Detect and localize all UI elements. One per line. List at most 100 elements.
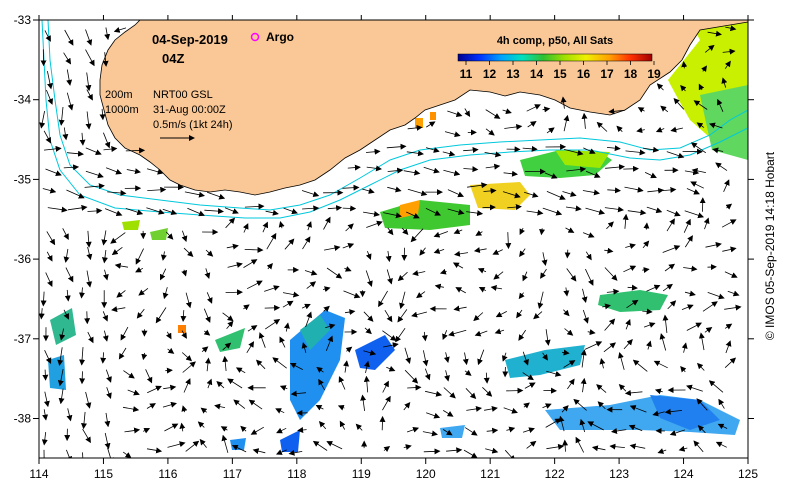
current-vector: [289, 362, 303, 370]
time-label: 04Z: [162, 51, 184, 66]
current-vector: [146, 168, 164, 175]
current-vector: [200, 407, 208, 414]
current-vector: [704, 44, 715, 53]
y-tick-label: -34: [14, 93, 32, 107]
sst-patch-central-yellowgreen: [555, 150, 610, 168]
current-vector: [660, 105, 669, 113]
current-vector: [646, 206, 663, 214]
current-vector: [637, 107, 645, 113]
current-vector: [463, 166, 479, 173]
current-vector: [495, 311, 507, 318]
current-vector: [102, 269, 109, 281]
current-vector: [165, 367, 173, 374]
current-vector: [422, 430, 438, 437]
current-vector: [434, 283, 444, 290]
current-vector: [247, 325, 258, 332]
current-vector: [226, 243, 239, 250]
current-vector: [584, 341, 603, 350]
current-vector: [407, 384, 422, 391]
current-vector: [222, 312, 234, 322]
current-vector: [342, 184, 360, 191]
current-vector: [492, 249, 503, 255]
product-label: NRT00 GSL: [153, 89, 213, 101]
current-vector: [301, 303, 311, 310]
current-vector: [724, 323, 733, 330]
sst-pixel-orange-3: [430, 112, 436, 120]
colorbar-ticks: 11 12 13 14 15 16 17 18 19: [460, 61, 661, 81]
current-vector: [145, 369, 153, 384]
current-vector: [522, 372, 534, 381]
current-vector: [252, 448, 266, 455]
current-vector: [542, 403, 552, 409]
current-vector: [656, 83, 664, 91]
current-vector: [86, 89, 93, 101]
current-vector: [206, 378, 213, 389]
current-vector: [707, 292, 725, 300]
current-vector: [411, 311, 428, 318]
current-vector: [596, 121, 608, 132]
current-vector: [275, 408, 285, 414]
current-vector: [181, 230, 188, 243]
current-vector: [183, 247, 194, 257]
current-vector: [181, 405, 188, 413]
current-vector: [587, 421, 604, 431]
current-vector: [364, 327, 372, 335]
current-vector: [387, 186, 402, 193]
current-vector: [722, 48, 736, 55]
current-vector: [483, 187, 497, 194]
current-vector: [42, 187, 57, 194]
current-vector: [407, 188, 428, 197]
current-vector: [503, 170, 518, 177]
current-vector: [563, 309, 570, 317]
current-vector: [541, 252, 548, 266]
current-vector: [724, 304, 742, 311]
current-vector: [246, 280, 263, 290]
current-vector: [220, 426, 228, 432]
current-vector: [123, 370, 135, 379]
colorbar-tick-label: 11: [460, 67, 473, 81]
current-vector: [283, 322, 290, 332]
current-vector: [693, 100, 708, 110]
x-tick-label: 117: [223, 467, 242, 481]
current-vector: [684, 235, 693, 248]
current-vector: [399, 291, 406, 310]
current-vector: [66, 189, 85, 199]
current-vector: [204, 268, 211, 279]
sst-pixel-orange: [178, 325, 186, 333]
current-vector: [425, 390, 443, 397]
current-vector: [443, 352, 450, 363]
current-vector: [105, 369, 112, 383]
current-vector: [325, 323, 336, 330]
current-vector: [395, 327, 406, 343]
current-vector: [703, 217, 710, 230]
current-vector: [624, 186, 644, 193]
current-vector: [214, 403, 226, 410]
current-vector: [442, 429, 453, 436]
current-vector: [683, 218, 691, 233]
x-tick-label: 118: [287, 467, 306, 481]
current-vector: [504, 449, 516, 458]
current-vector: [718, 398, 725, 409]
current-vector: [122, 451, 132, 458]
current-vector: [724, 271, 738, 278]
current-vector: [250, 426, 264, 435]
current-vector: [464, 427, 478, 436]
current-vector: [618, 383, 627, 392]
current-vector: [666, 151, 685, 159]
x-tick-label: 122: [545, 467, 565, 481]
current-vector: [63, 309, 69, 320]
contour-1000-label: 1000m: [105, 104, 139, 116]
current-vector: [143, 427, 151, 434]
current-vector: [684, 210, 705, 219]
current-vector: [235, 367, 246, 374]
current-vector: [681, 304, 694, 310]
current-vector: [67, 204, 88, 211]
current-vector: [102, 52, 109, 67]
current-vector: [485, 163, 501, 170]
current-vector: [526, 104, 541, 112]
current-vector: [323, 216, 331, 230]
current-vector: [507, 204, 522, 211]
current-vector: [673, 97, 685, 110]
current-vector: [325, 335, 334, 351]
current-vector: [107, 190, 127, 196]
